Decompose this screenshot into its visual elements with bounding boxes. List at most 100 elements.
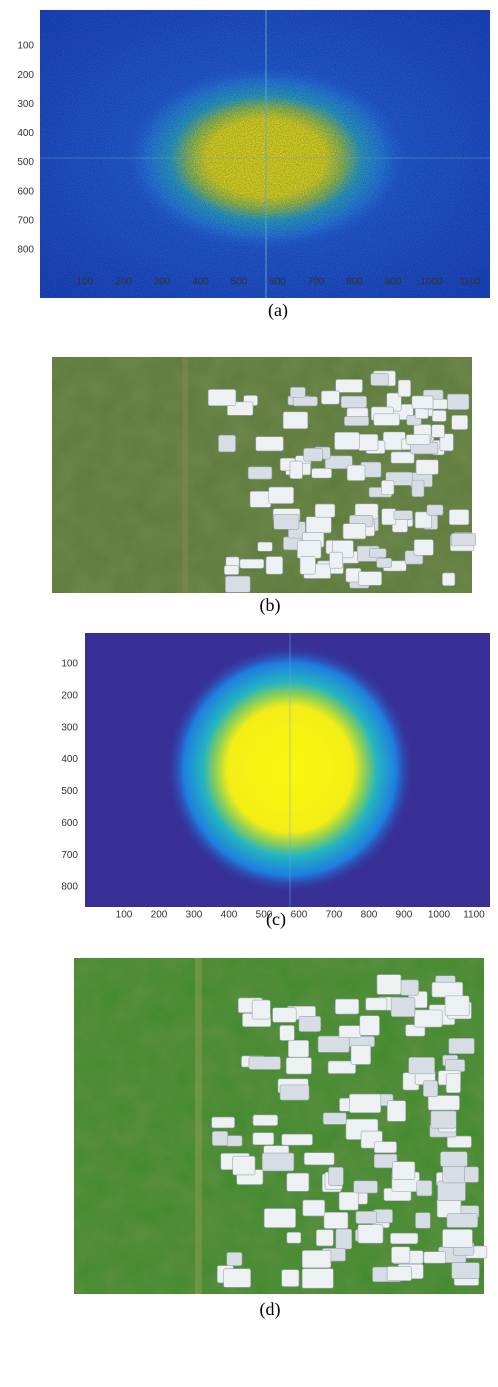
sheep [293,397,317,406]
x-tick-label: 900 [396,910,413,921]
sheep [335,999,358,1014]
sheep [347,465,365,480]
sheep [316,1230,333,1246]
sheep [315,504,335,517]
sheep [390,1233,417,1244]
sheep [445,1060,464,1072]
x-tick-label: 1100 [463,910,485,921]
sheep [360,1016,380,1036]
y-tick-label: 600 [17,186,34,197]
sheep [412,480,424,497]
sheep [225,576,250,592]
sheep [428,1096,459,1110]
sheep [432,982,463,997]
x-tick-label: 900 [385,277,402,288]
x-tick-label: 200 [115,277,132,288]
sheep [274,514,299,529]
sheep [208,389,236,405]
sheep [344,416,368,425]
sheep [452,1263,480,1279]
sheep [443,1229,473,1247]
sheep [219,435,236,452]
sheep [336,1229,352,1249]
sheep [339,1192,358,1210]
x-tick-label: 400 [192,277,209,288]
x-tick-label: 1000 [420,277,443,288]
sheep [438,1181,466,1201]
sheep [356,1211,377,1223]
sheep [452,415,468,429]
sheep [351,1045,371,1064]
sheep [256,437,284,451]
x-tick-label: 600 [269,277,286,288]
y-tick-label: 400 [61,754,78,765]
sheep [290,461,303,479]
x-tick-label: 400 [221,910,238,921]
sheep [253,1133,274,1145]
sheep [447,1136,471,1147]
sheep [387,1101,405,1122]
sheep [391,452,414,463]
sheep [406,435,430,445]
sheep [297,541,321,559]
sheep [312,468,332,478]
sheep [287,1173,309,1191]
sheep [414,1010,442,1027]
x-tick-label: 500 [256,910,273,921]
sheep [414,540,433,556]
path [195,958,202,1294]
y-tick-label: 700 [61,850,78,861]
x-tick-label: 1000 [428,910,451,921]
sheep [358,1225,383,1244]
y-tick-label: 100 [17,41,34,52]
y-tick-label: 300 [17,99,34,110]
sheep [226,1136,242,1146]
sheep [349,1094,380,1113]
sheep [432,425,445,438]
sheep [451,533,475,545]
sheep [369,549,386,558]
x-tick-label: 700 [326,910,343,921]
x-tick-label: 300 [154,277,171,288]
sheep [273,1008,297,1023]
sheep [366,998,387,1010]
sheep [416,460,438,475]
x-tick-label: 500 [231,277,248,288]
y-tick-label: 700 [17,215,34,226]
x-tick-label: 800 [346,277,363,288]
sheep [269,487,294,504]
sheep [280,1085,309,1100]
sheep [440,1152,467,1167]
sheep [248,467,272,479]
sheep [341,396,366,407]
sheep [423,1081,437,1097]
sheep [371,373,389,385]
sheep [283,412,308,429]
sheep [409,1057,435,1073]
y-tick-label: 500 [17,157,34,168]
sheep [374,414,400,426]
sheep [343,524,366,539]
sheep [287,1232,301,1243]
sheep [300,557,315,575]
sheep [417,1181,432,1196]
y-tick-label: 800 [17,245,34,256]
sheep [398,380,410,397]
sheep [387,1267,411,1281]
y-tick-label: 500 [61,786,78,797]
sheep [249,1057,281,1070]
photo-d [74,958,487,1294]
sheep [318,1036,349,1052]
x-tick-label: 1100 [459,277,481,288]
sheep [212,1131,227,1145]
x-tick-label: 600 [291,910,308,921]
sheep [252,1000,270,1019]
sheep [258,542,273,551]
sheep [280,1025,295,1040]
sheep [392,1162,415,1180]
sheep [447,394,469,409]
sheep [240,559,264,568]
sheep [412,396,433,409]
spectrum-c [85,633,490,907]
sheep [432,410,446,421]
